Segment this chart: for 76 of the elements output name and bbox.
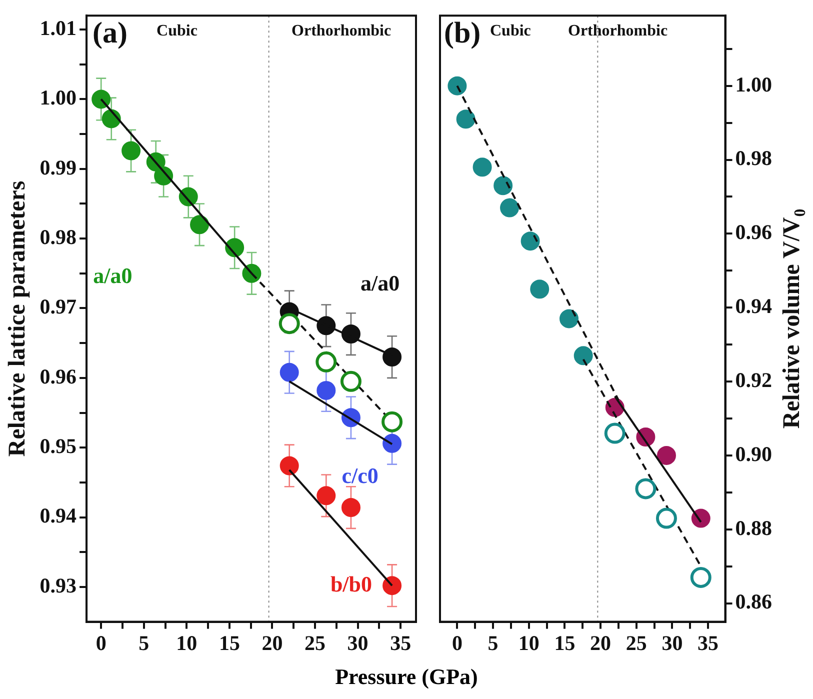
x-tick-label: 10 xyxy=(518,630,540,655)
point xyxy=(341,498,360,518)
x-tick-label: 25 xyxy=(626,630,647,655)
y-tick-label: 0.99 xyxy=(40,155,77,180)
y-tick-label: 0.96 xyxy=(40,364,77,388)
x-tick-label: 30 xyxy=(347,630,368,655)
annotation: Orthorhombic xyxy=(568,22,668,40)
point xyxy=(456,110,476,129)
annotation: (a) xyxy=(92,16,128,50)
y-tick-label: 0.95 xyxy=(40,434,77,458)
x-tick-label: 20 xyxy=(262,630,283,655)
annotation: Cubic xyxy=(156,22,198,40)
point xyxy=(560,309,579,328)
x-tick-label: 0 xyxy=(96,630,106,655)
point xyxy=(691,508,710,528)
point xyxy=(472,158,492,177)
x-tick-label: 5 xyxy=(138,630,150,655)
series-label: b/b0 xyxy=(330,571,372,596)
x-tick-label: 15 xyxy=(218,630,240,655)
x-tick-label: 30 xyxy=(662,630,683,655)
series-label: c/c0 xyxy=(342,463,378,488)
point xyxy=(316,380,336,400)
point xyxy=(340,370,362,392)
point xyxy=(656,508,677,529)
point xyxy=(574,346,593,366)
y2-tick-label: 0.90 xyxy=(735,442,772,466)
point xyxy=(656,446,676,465)
y2-axis-title: Relative volume V/V0 xyxy=(779,208,810,429)
point xyxy=(92,90,111,109)
y-axis-title: Relative lattice parameters xyxy=(4,180,31,457)
point xyxy=(190,215,210,234)
point xyxy=(690,566,712,588)
y-tick-label: 1.01 xyxy=(40,16,77,40)
y-tick-label: 0.93 xyxy=(40,573,77,598)
point xyxy=(635,478,656,500)
point xyxy=(278,313,300,334)
x-tick-label: 25 xyxy=(304,630,326,655)
x-tick-label: 10 xyxy=(176,630,198,655)
point xyxy=(520,232,540,251)
annotation: Orthorhombic xyxy=(292,22,392,40)
y2-tick-label: 0.92 xyxy=(735,368,772,392)
annotation: (b) xyxy=(444,16,481,50)
x-tick-label: 20 xyxy=(590,630,612,655)
x-tick-label: 35 xyxy=(390,630,412,655)
x-tick-label: 15 xyxy=(554,630,576,655)
point xyxy=(316,486,336,506)
y2-tick-label: 0.98 xyxy=(735,146,772,170)
y2-tick-label: 0.88 xyxy=(735,516,772,540)
point xyxy=(604,422,626,444)
point xyxy=(530,280,550,299)
y2-tick-label: 0.96 xyxy=(735,220,772,244)
point xyxy=(280,456,299,476)
y2-tick-label: 1.00 xyxy=(735,72,772,96)
annotation: Cubic xyxy=(490,22,531,40)
x-axis-title: Pressure (GPa) xyxy=(334,664,479,690)
point xyxy=(122,141,141,160)
series-label: a/a0 xyxy=(360,270,400,296)
point xyxy=(448,76,467,96)
point xyxy=(500,198,520,218)
y2-tick-label: 0.86 xyxy=(735,590,772,614)
point xyxy=(382,348,402,367)
x-tick-label: 5 xyxy=(488,630,498,655)
point xyxy=(382,434,402,453)
point xyxy=(382,576,402,596)
x-tick-label: 0 xyxy=(452,630,462,655)
y-tick-label: 1.00 xyxy=(40,86,77,110)
point xyxy=(494,176,513,196)
text: a/a0 xyxy=(93,262,132,288)
point xyxy=(280,362,299,382)
y-tick-label: 0.97 xyxy=(40,294,77,319)
x-tick-label: 35 xyxy=(698,630,719,655)
point xyxy=(316,351,337,372)
point xyxy=(382,411,403,432)
y2-tick-label: 0.94 xyxy=(735,294,772,318)
y-tick-label: 0.94 xyxy=(40,504,78,528)
y-tick-label: 0.98 xyxy=(40,224,77,249)
